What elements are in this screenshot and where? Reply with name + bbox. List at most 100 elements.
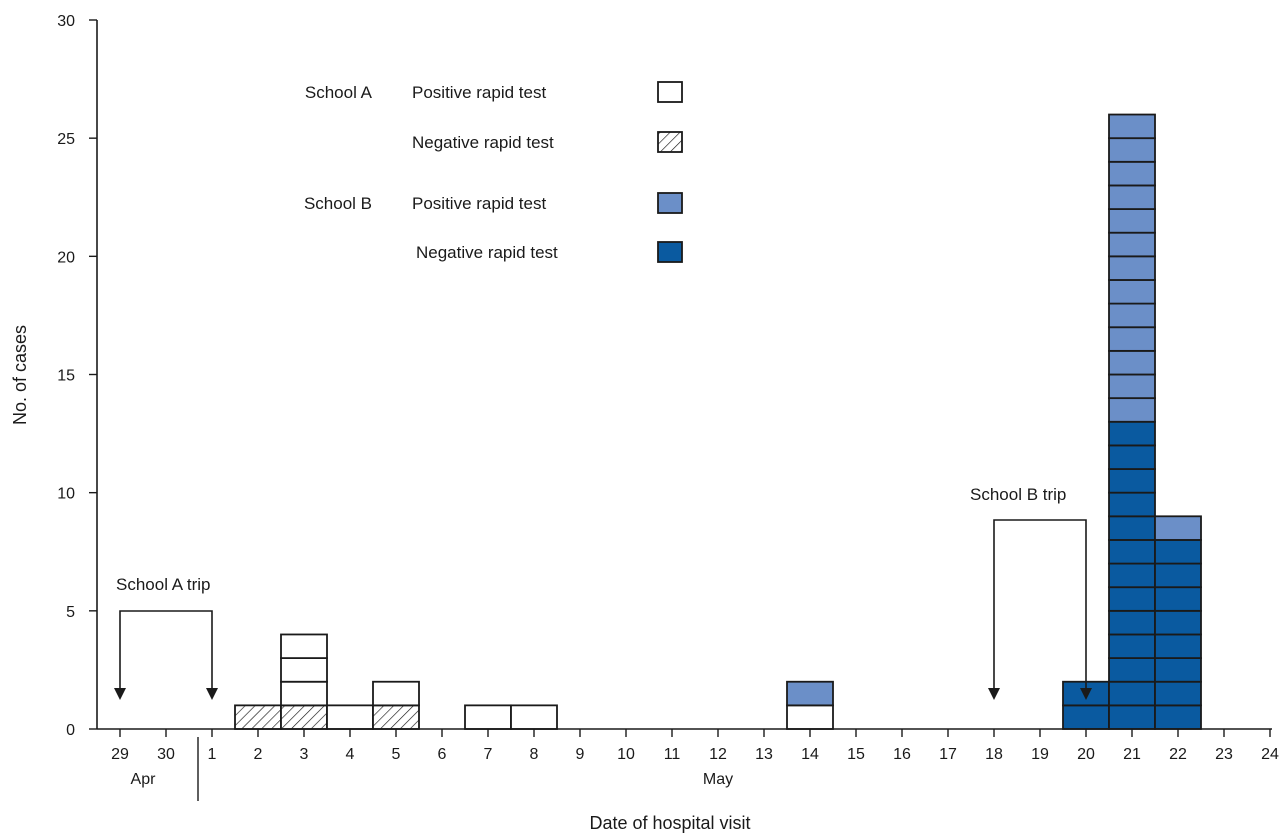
bar-case-school-b-negative-rapid-test xyxy=(1108,491,1156,518)
plot-area xyxy=(234,113,1202,730)
arrow-head-icon xyxy=(114,688,126,700)
bar-case-school-b-positive-rapid-test xyxy=(1108,137,1156,163)
x-tick-label: 4 xyxy=(346,746,355,763)
bar-case-school-a-negative-rapid-test xyxy=(280,704,328,730)
legend-entry-label: Negative rapid test xyxy=(416,243,558,262)
legend-swatch xyxy=(657,131,683,153)
bar-case-school-b-positive-rapid-test xyxy=(1108,349,1156,376)
bar-case-school-b-positive-rapid-test xyxy=(1108,231,1156,258)
x-tick-label: 15 xyxy=(847,746,865,763)
bar-case-school-a-positive-rapid-test xyxy=(280,657,328,683)
bar-case-school-b-negative-rapid-test xyxy=(1154,633,1202,660)
bar-case-school-b-positive-rapid-test xyxy=(1108,160,1156,187)
x-tick-label: 2 xyxy=(254,746,263,763)
bar-case-school-b-negative-rapid-test xyxy=(1062,704,1110,730)
x-tick-label: 13 xyxy=(755,746,773,763)
bar-case-school-a-positive-rapid-test xyxy=(280,680,328,707)
bar-case-school-b-positive-rapid-test xyxy=(1108,397,1156,423)
bar-case-school-b-negative-rapid-test xyxy=(1108,657,1156,683)
legend-school-label: School B xyxy=(304,194,372,213)
trip-annotation-label: School B trip xyxy=(970,485,1066,504)
x-tick-label: 29 xyxy=(111,746,129,763)
arrow-head-icon xyxy=(988,688,1000,700)
x-tick-label: 11 xyxy=(664,746,681,763)
x-tick-label: 16 xyxy=(893,746,911,763)
bar-case-school-a-positive-rapid-test xyxy=(326,704,374,730)
x-tick-label: 23 xyxy=(1215,746,1233,763)
bar-case-school-b-positive-rapid-test xyxy=(1108,255,1156,281)
bar-case-school-b-positive-rapid-test xyxy=(1108,279,1156,305)
y-tick-label: 15 xyxy=(57,368,75,385)
bar-case-school-a-positive-rapid-test xyxy=(510,704,558,730)
bar-case-school-b-positive-rapid-test xyxy=(1108,184,1156,210)
arrow-head-icon xyxy=(1080,688,1092,700)
x-tick-label: 10 xyxy=(617,746,635,763)
bar-case-school-a-negative-rapid-test xyxy=(234,704,282,730)
bar-case-school-b-negative-rapid-test xyxy=(1154,586,1202,612)
bar-case-school-b-negative-rapid-test xyxy=(1108,609,1156,636)
y-tick-label: 10 xyxy=(57,486,75,503)
x-tick-label: 17 xyxy=(939,746,957,763)
x-tick-label: 3 xyxy=(300,746,309,763)
legend-entry-label: Negative rapid test xyxy=(412,133,554,152)
x-tick-label: 1 xyxy=(208,746,217,763)
x-tick-label: 19 xyxy=(1031,746,1049,763)
x-tick-label: 6 xyxy=(438,746,447,763)
bar-case-school-b-negative-rapid-test xyxy=(1108,468,1156,494)
x-tick-label: 9 xyxy=(576,746,585,763)
y-tick-label: 20 xyxy=(57,249,75,266)
x-axis-label: Date of hospital visit xyxy=(589,813,750,833)
x-tick-label: 30 xyxy=(157,746,175,763)
x-tick-label: 18 xyxy=(985,746,1003,763)
bar-case-school-b-negative-rapid-test xyxy=(1154,539,1202,565)
legend-swatch xyxy=(657,81,683,103)
bar-case-school-b-negative-rapid-test xyxy=(1108,444,1156,470)
legend-entry-label: Positive rapid test xyxy=(412,194,546,213)
bar-case-school-b-positive-rapid-test xyxy=(1108,302,1156,329)
trip-bracket xyxy=(993,519,1087,692)
bar-case-school-b-negative-rapid-test xyxy=(1108,420,1156,447)
bar-case-school-b-positive-rapid-test xyxy=(1154,515,1202,541)
bar-case-school-b-negative-rapid-test xyxy=(1108,539,1156,565)
bar-case-school-b-positive-rapid-test xyxy=(1108,373,1156,400)
bar-case-school-b-negative-rapid-test xyxy=(1108,586,1156,612)
month-label: May xyxy=(703,771,733,788)
bar-case-school-b-negative-rapid-test xyxy=(1108,633,1156,660)
x-tick-label: 12 xyxy=(709,746,727,763)
trip-annotation-label: School A trip xyxy=(116,575,211,594)
legend: School A Positive rapid test Negative rapi… xyxy=(304,81,683,263)
x-tick-label: 24 xyxy=(1261,746,1279,763)
annotations: School A trip School B trip xyxy=(114,485,1092,700)
bar-case-school-b-negative-rapid-test xyxy=(1154,562,1202,589)
y-tick-label: 30 xyxy=(57,13,75,30)
bar-case-school-a-positive-rapid-test xyxy=(464,704,512,730)
bar-case-school-b-negative-rapid-test xyxy=(1108,562,1156,589)
bar-case-school-b-negative-rapid-test xyxy=(1154,609,1202,636)
legend-entry-label: Positive rapid test xyxy=(412,83,546,102)
bar-case-school-b-negative-rapid-test xyxy=(1108,704,1156,730)
bar-case-school-b-negative-rapid-test xyxy=(1154,657,1202,683)
bar-case-school-b-negative-rapid-test xyxy=(1108,515,1156,541)
y-tick-label: 5 xyxy=(66,604,75,621)
y-tick-label: 25 xyxy=(57,131,75,148)
bar-case-school-a-positive-rapid-test xyxy=(786,704,834,730)
x-tick-label: 20 xyxy=(1077,746,1095,763)
arrow-head-icon xyxy=(206,688,218,700)
bar-case-school-a-negative-rapid-test xyxy=(372,704,420,730)
bar-case-school-a-positive-rapid-test xyxy=(280,633,328,660)
bar-case-school-b-negative-rapid-test xyxy=(1108,680,1156,707)
legend-swatch xyxy=(657,241,683,263)
x-tick-label: 14 xyxy=(801,746,819,763)
y-tick-label: 0 xyxy=(66,722,75,739)
bar-case-school-b-positive-rapid-test xyxy=(1108,326,1156,352)
legend-swatch xyxy=(657,192,683,214)
trip-bracket xyxy=(119,610,213,692)
bar-case-school-b-positive-rapid-test xyxy=(1108,113,1156,140)
x-tick-label: 8 xyxy=(530,746,539,763)
legend-school-label: School A xyxy=(305,83,373,102)
x-tick-label: 5 xyxy=(392,746,401,763)
y-axis-label: No. of cases xyxy=(10,325,30,425)
month-label: Apr xyxy=(131,771,157,788)
